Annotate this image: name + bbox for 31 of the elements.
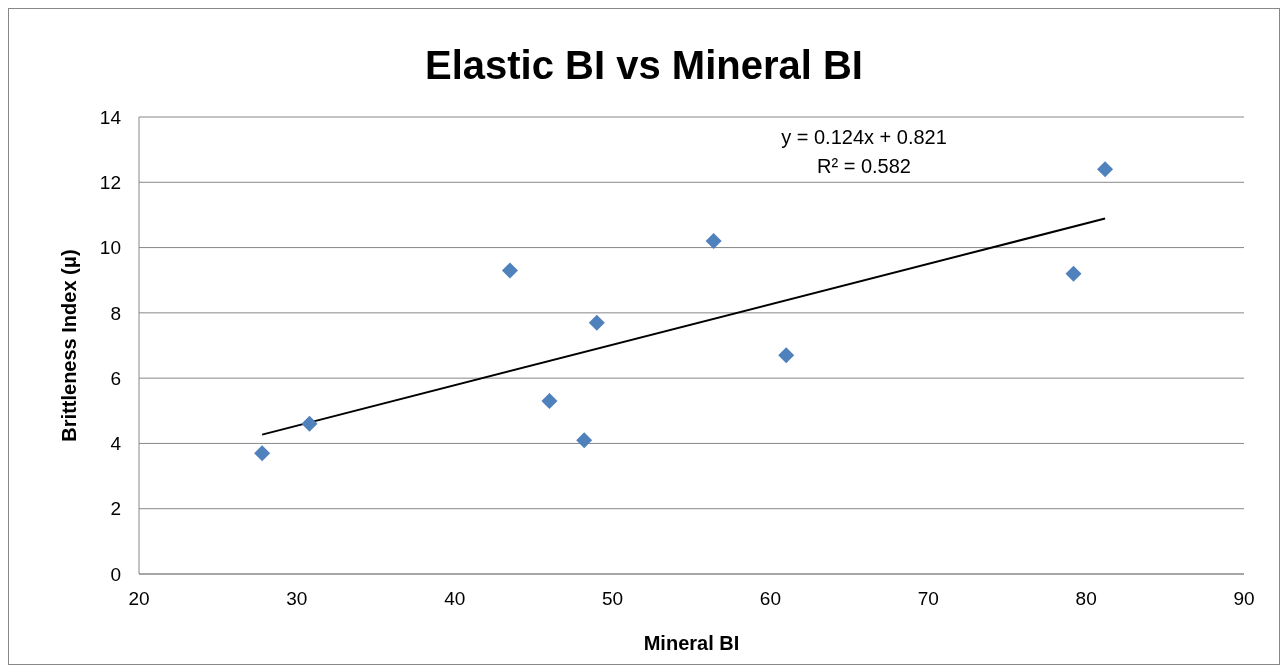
y-tick-label: 6 bbox=[110, 367, 121, 389]
y-tick-label: 4 bbox=[110, 433, 122, 455]
point bbox=[254, 445, 271, 462]
x-tick-label: 40 bbox=[444, 588, 466, 610]
point bbox=[778, 347, 795, 364]
chart-title: Elastic BI vs Mineral BI bbox=[424, 43, 864, 88]
y-tick-label: 14 bbox=[99, 106, 122, 128]
x-tick-label: 50 bbox=[602, 588, 624, 610]
y-tick-label: 10 bbox=[99, 237, 121, 259]
point bbox=[501, 262, 518, 279]
y-tick-label: 12 bbox=[99, 172, 121, 194]
x-tick-label: 80 bbox=[1075, 588, 1097, 610]
point bbox=[576, 432, 593, 449]
x-tick-label: 70 bbox=[917, 588, 939, 610]
point bbox=[1097, 161, 1114, 178]
annotation: R² = 0.582 bbox=[816, 154, 912, 179]
point bbox=[301, 415, 318, 432]
y-tick-label: 0 bbox=[110, 563, 121, 585]
y-tick-label: 2 bbox=[110, 498, 121, 520]
point bbox=[588, 314, 605, 331]
y-tick-label: 8 bbox=[110, 302, 121, 324]
point bbox=[705, 233, 722, 250]
x-axis-title: Mineral BI bbox=[643, 632, 740, 655]
x-tick-label: 60 bbox=[759, 588, 781, 610]
x-tick-label: 20 bbox=[128, 588, 150, 610]
point bbox=[1065, 265, 1082, 282]
annotation: y = 0.124x + 0.821 bbox=[780, 125, 948, 150]
x-tick-label: 90 bbox=[1233, 588, 1255, 610]
x-tick-label: 30 bbox=[286, 588, 308, 610]
y-axis-title: Brittleness Index (μ) bbox=[58, 249, 81, 442]
point bbox=[541, 392, 558, 409]
